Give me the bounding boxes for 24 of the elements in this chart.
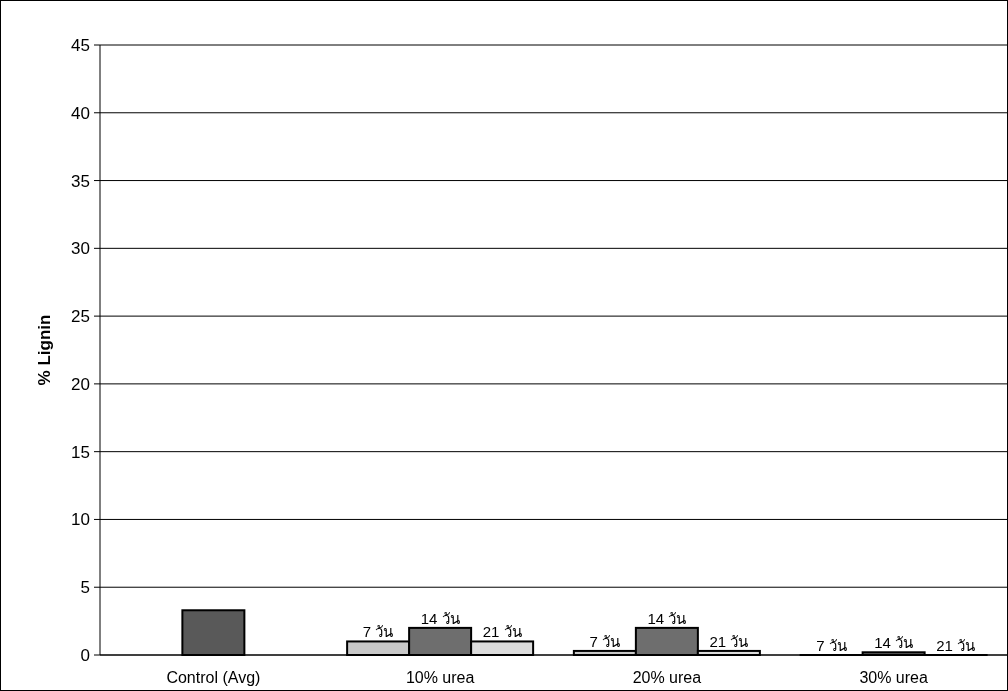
- x-tick-label: 10% urea: [405, 669, 475, 686]
- x-tick-label: Control (Avg): [166, 669, 261, 686]
- text: 7 วัน: [589, 632, 621, 650]
- x-tick-label: 20% urea: [632, 669, 702, 686]
- text: 21 วัน: [709, 632, 749, 650]
- y-tick-label: 40: [71, 103, 90, 123]
- text: 14 วัน: [647, 609, 687, 627]
- text: 7 วัน: [816, 637, 847, 654]
- y-tick-label: 15: [71, 442, 90, 462]
- y-tick-label: 35: [71, 171, 90, 191]
- text: 14 วัน: [874, 634, 914, 652]
- x-tick-label: 30% urea: [859, 669, 928, 686]
- text: 21 วัน: [936, 637, 976, 654]
- y-tick-label: 45: [71, 36, 90, 55]
- y-tick-label: 0: [80, 646, 90, 665]
- y-axis-title: % Lignin: [35, 314, 54, 386]
- y-tick-label: 30: [71, 239, 90, 259]
- y-tick-label: 5: [80, 578, 90, 598]
- series-label: 21 วัน: [482, 623, 522, 641]
- y-tick-label: 10: [71, 510, 90, 530]
- y-tick-label: 20: [71, 374, 90, 394]
- series-label: 7 วัน: [362, 623, 394, 641]
- y-tick-label: 25: [71, 307, 90, 327]
- series-label: 14 วัน: [420, 609, 460, 627]
